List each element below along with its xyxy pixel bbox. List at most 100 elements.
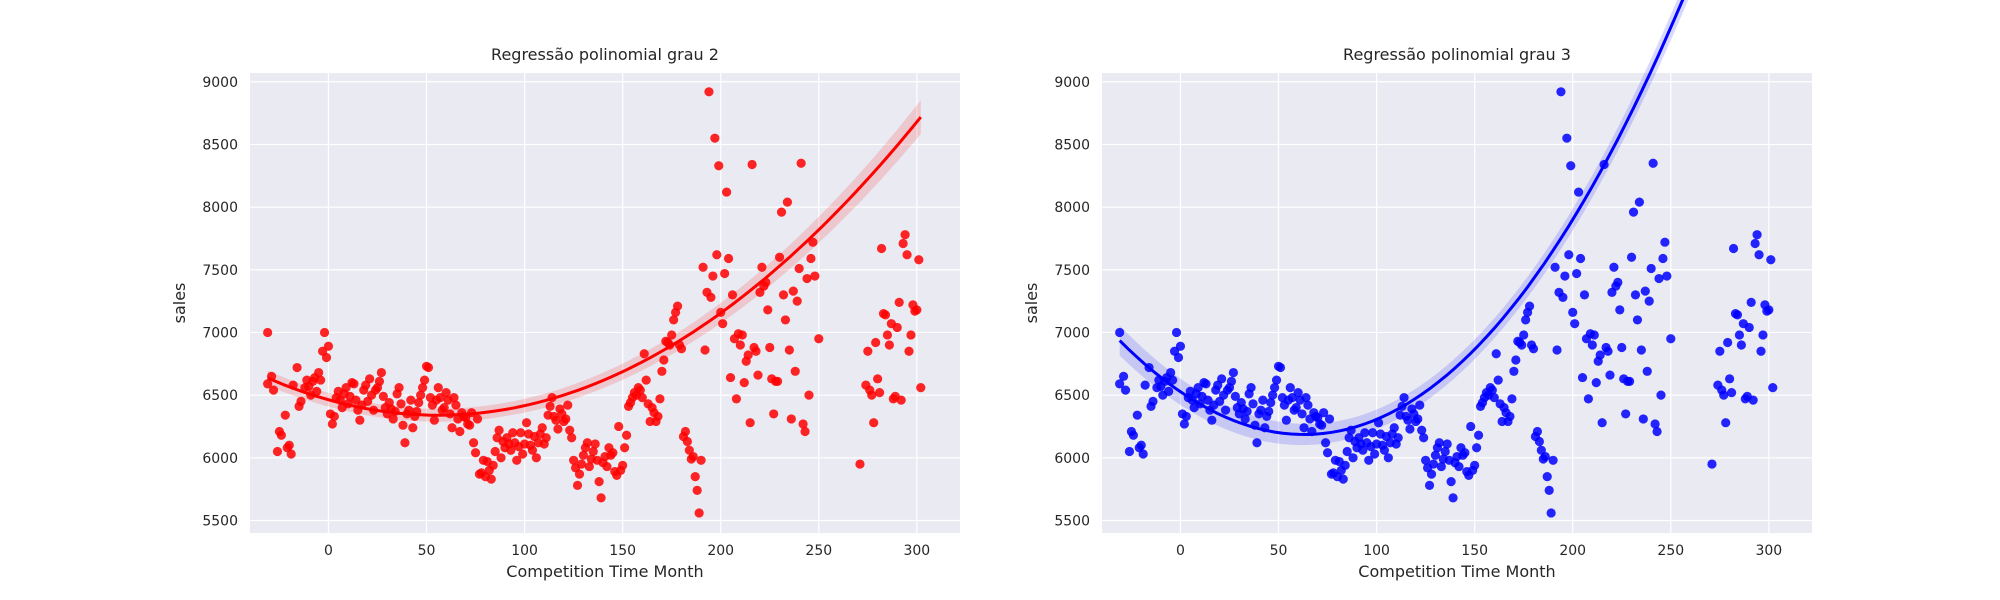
scatter-point bbox=[1179, 419, 1189, 429]
x-tick-label: 250 bbox=[1657, 543, 1684, 559]
chart-title: Regressão polinomial grau 3 bbox=[1343, 45, 1571, 64]
scatter-point bbox=[470, 448, 481, 458]
scatter-point bbox=[455, 426, 465, 437]
scatter-point bbox=[1566, 161, 1576, 171]
scatter-point bbox=[1652, 426, 1662, 437]
scatter-point bbox=[1291, 403, 1301, 413]
scatter-point bbox=[898, 238, 908, 249]
y-tick-label: 7000 bbox=[202, 325, 238, 341]
scatter-point bbox=[1638, 414, 1648, 424]
scatter-point bbox=[1399, 393, 1409, 403]
scatter-point bbox=[465, 420, 475, 430]
y-axis-label: sales bbox=[1022, 283, 1041, 324]
regression-line bbox=[267, 116, 922, 417]
scatter-point bbox=[272, 446, 283, 457]
scatter-point bbox=[398, 420, 408, 430]
scatter-point bbox=[1136, 440, 1146, 450]
scatter-point bbox=[1175, 341, 1186, 351]
scatter-point bbox=[1534, 436, 1544, 447]
scatter-point bbox=[400, 438, 410, 448]
scatter-point bbox=[1756, 346, 1766, 356]
scatter-point bbox=[1662, 271, 1672, 281]
scatter-point bbox=[1544, 485, 1554, 495]
scatter-point bbox=[1120, 385, 1131, 395]
scatter-point bbox=[1505, 411, 1515, 422]
scatter-point bbox=[1583, 394, 1594, 404]
scatter-point bbox=[578, 450, 589, 460]
scatter-point bbox=[1340, 460, 1350, 470]
scatter-point bbox=[737, 330, 747, 340]
scatter-point bbox=[374, 376, 385, 386]
y-tick-label: 7000 bbox=[1054, 325, 1090, 341]
scatter-point bbox=[1297, 409, 1307, 419]
scatter-point bbox=[441, 388, 451, 398]
x-tick-label: 0 bbox=[1176, 543, 1185, 559]
scatter-point bbox=[1542, 471, 1552, 482]
scatter-point bbox=[1383, 453, 1393, 463]
scatter-point bbox=[314, 367, 324, 378]
scatter-point bbox=[1320, 438, 1331, 448]
scatter-point bbox=[417, 383, 428, 393]
scatter-point bbox=[1556, 87, 1566, 97]
scatter-point bbox=[882, 330, 893, 340]
scatter-point bbox=[1768, 383, 1778, 393]
scatter-point bbox=[874, 388, 885, 398]
scatter-point bbox=[506, 445, 516, 455]
scatter-point bbox=[292, 362, 302, 373]
scatter-point bbox=[516, 428, 526, 438]
y-tick-label: 9000 bbox=[1054, 75, 1090, 91]
scatter-point bbox=[682, 436, 692, 447]
scatter-point bbox=[876, 243, 887, 254]
scatter-point bbox=[1564, 250, 1574, 260]
scatter-point bbox=[869, 418, 879, 428]
scatter-point bbox=[1707, 459, 1717, 469]
scatter-point bbox=[1507, 394, 1517, 404]
scatter-point bbox=[496, 453, 506, 463]
scatter-point bbox=[1746, 297, 1756, 307]
scatter-point bbox=[916, 383, 926, 393]
scatter-point bbox=[1173, 352, 1184, 363]
scatter-point bbox=[608, 448, 618, 458]
scatter-point bbox=[802, 273, 812, 284]
scatter-point bbox=[1493, 375, 1503, 385]
y-tick-label: 8000 bbox=[1054, 200, 1090, 216]
scatter-point bbox=[596, 493, 606, 503]
scatter-point bbox=[753, 370, 763, 380]
scatter-point bbox=[637, 393, 647, 403]
scatter-point bbox=[561, 414, 571, 424]
scatter-point bbox=[710, 133, 720, 143]
scatter-point bbox=[794, 263, 804, 274]
x-axis-label: Competition Time Month bbox=[1358, 562, 1555, 581]
scatter-point bbox=[1575, 253, 1586, 264]
scatter-point bbox=[880, 310, 891, 320]
x-tick-label: 250 bbox=[805, 543, 832, 559]
scatter-point bbox=[808, 237, 818, 247]
scatter-point bbox=[1368, 428, 1378, 438]
scatter-point bbox=[1715, 346, 1725, 356]
scatter-point bbox=[614, 421, 624, 432]
scatter-point bbox=[1648, 158, 1658, 168]
scatter-point bbox=[449, 393, 459, 403]
scatter-point bbox=[1758, 330, 1768, 340]
scatter-point bbox=[541, 433, 551, 443]
x-tick-label: 300 bbox=[1755, 543, 1782, 559]
scatter-point bbox=[416, 390, 426, 400]
scatter-point bbox=[694, 508, 704, 518]
scatter-point bbox=[1228, 367, 1239, 378]
scatter-point bbox=[284, 440, 294, 450]
scatter-point bbox=[676, 344, 687, 354]
scatter-point bbox=[714, 161, 724, 171]
scatter-point bbox=[1266, 398, 1276, 408]
scatter-point bbox=[1436, 461, 1446, 472]
scatter-point bbox=[406, 395, 416, 405]
scatter-point bbox=[1348, 453, 1358, 463]
scatter-point bbox=[1603, 346, 1613, 356]
scatter-point bbox=[1258, 395, 1268, 405]
scatter-point bbox=[1634, 197, 1645, 207]
x-tick-label: 150 bbox=[609, 543, 636, 559]
scatter-point bbox=[1524, 301, 1535, 311]
scatter-point bbox=[796, 158, 806, 168]
y-tick-label: 7500 bbox=[202, 263, 238, 279]
scatter-point bbox=[1440, 446, 1450, 457]
